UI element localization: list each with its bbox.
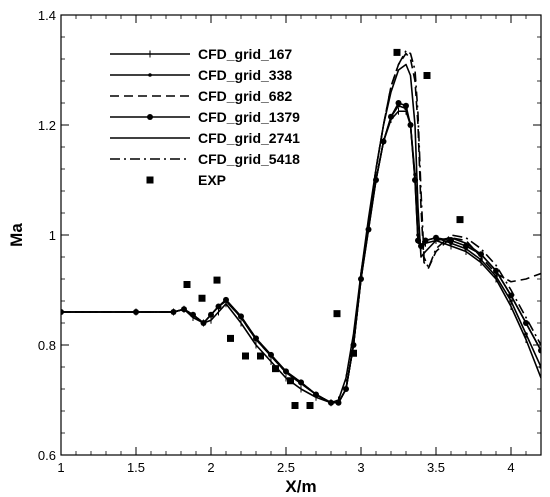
data-point <box>242 352 249 360</box>
y-tick-label: 1 <box>49 228 56 243</box>
data-point <box>433 234 439 241</box>
data-point <box>422 237 429 244</box>
data-point <box>287 377 294 385</box>
x-tick-label: 3.5 <box>427 460 445 475</box>
series-line-CFD_grid_682 <box>61 52 541 404</box>
data-point <box>257 352 264 360</box>
legend-item: CFD_grid_167 <box>110 46 292 62</box>
data-point <box>291 402 299 409</box>
data-point <box>306 402 314 409</box>
data-point <box>524 332 528 336</box>
data-point <box>388 113 394 120</box>
series-EXP <box>183 48 464 409</box>
data-point <box>403 102 409 109</box>
x-tick-label: 1 <box>57 460 64 475</box>
legend-label: CFD_grid_682 <box>198 88 292 104</box>
y-tick-label: 1.4 <box>38 8 56 23</box>
data-point <box>395 100 402 106</box>
legend-item: CFD_grid_682 <box>110 88 292 104</box>
data-point <box>198 294 206 302</box>
series-line-CFD_grid_5418 <box>61 49 541 404</box>
data-point <box>509 299 513 303</box>
series-CFD_grid_682 <box>61 52 541 404</box>
series-line-CFD_grid_167 <box>61 110 541 404</box>
series-CFD_grid_5418 <box>61 49 541 404</box>
data-point <box>227 334 234 342</box>
legend-label: CFD_grid_1379 <box>198 109 300 125</box>
legend-label: EXP <box>198 172 226 188</box>
data-point <box>393 48 401 56</box>
data-point <box>456 216 464 224</box>
x-axis-title: X/m <box>285 477 316 496</box>
x-tick-label: 1.5 <box>127 460 145 475</box>
data-point <box>494 274 498 279</box>
legend-label: CFD_grid_338 <box>198 67 292 83</box>
data-point <box>407 122 414 128</box>
x-tick-label: 2 <box>207 460 214 475</box>
series-CFD_grid_2741 <box>61 63 541 404</box>
axis-ticks: 1 1.5 2 2.5 3 3.5 4 0.6 0.8 1 1.2 1.4 <box>38 8 542 475</box>
data-point <box>423 72 431 79</box>
legend-label: CFD_grid_2741 <box>198 130 300 146</box>
x-tick-label: 3 <box>357 460 364 475</box>
legend-item: EXP <box>146 172 226 188</box>
legend-label: CFD_grid_167 <box>198 46 292 62</box>
legend-marker <box>146 176 154 184</box>
legend-label: CFD_grid_5418 <box>198 151 300 167</box>
series-line-CFD_grid_2741 <box>61 63 541 404</box>
y-axis-title: Ma <box>7 223 26 247</box>
x-tick-label: 2.5 <box>277 460 295 475</box>
y-tick-label: 0.6 <box>38 448 56 463</box>
x-tick-label: 4 <box>507 460 514 475</box>
data-point <box>183 281 191 288</box>
data-point <box>272 365 279 373</box>
data-point <box>380 138 387 145</box>
data-point <box>333 310 341 318</box>
legend-item: CFD_grid_338 <box>110 67 292 83</box>
plot-content <box>61 48 541 409</box>
y-tick-label: 1.2 <box>38 118 56 133</box>
legend-item: CFD_grid_1379 <box>110 109 300 125</box>
legend-item: CFD_grid_5418 <box>110 151 300 167</box>
legend-item: CFD_grid_2741 <box>110 130 300 146</box>
legend-marker <box>148 73 152 77</box>
data-point <box>213 276 221 284</box>
y-tick-label: 0.8 <box>38 338 56 353</box>
legend-marker <box>147 114 153 120</box>
legend: CFD_grid_167 CFD_grid_338 CFD_grid_682 CFD_… <box>110 46 300 188</box>
series-CFD_grid_167 <box>61 107 541 407</box>
data-point <box>350 349 357 357</box>
